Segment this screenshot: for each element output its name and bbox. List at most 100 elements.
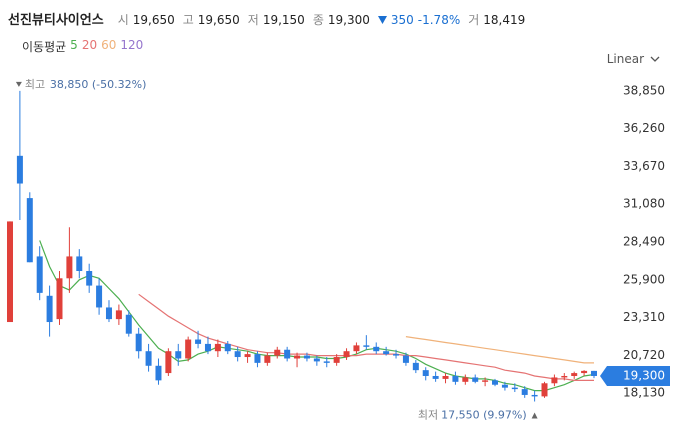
candle-body [343, 351, 350, 358]
candle-body [581, 370, 588, 374]
candle-body [482, 380, 489, 382]
volume: 18,419 [483, 13, 526, 27]
candle-body [363, 345, 370, 347]
candle-body [46, 295, 53, 323]
candle-body [204, 343, 211, 352]
candle-body [442, 375, 449, 379]
y-tick-label: 38,850 [623, 83, 665, 97]
quote-value: 19,650 [197, 13, 240, 27]
legend-entry: 5 [70, 38, 78, 52]
candle-body [472, 377, 479, 382]
low-label: 최저 [418, 409, 438, 422]
ma-title: 이동평균 [22, 40, 67, 54]
ma-line [138, 293, 594, 381]
candle-body [7, 221, 13, 323]
candle-body [551, 377, 558, 384]
candle-body [66, 256, 73, 279]
quote-value: 19,300 [327, 13, 370, 27]
y-tick-label: 31,080 [623, 197, 665, 211]
change: 350 [390, 13, 414, 27]
quote-label: 시 [117, 13, 129, 27]
candle-body [393, 354, 400, 356]
legend-entry: 120 [120, 38, 144, 52]
low-value: 17,550 (9.97%) [441, 409, 527, 422]
candle-body [383, 351, 390, 355]
candle-body [323, 361, 330, 363]
scale-dropdown[interactable]: Linear [607, 52, 660, 66]
candle-body [591, 370, 597, 376]
quote-label: 저 [247, 13, 259, 27]
candle-body [274, 349, 281, 356]
high-label: 최고 [25, 78, 45, 91]
scale-mode[interactable]: Linear [606, 52, 644, 66]
high-marker [15, 81, 22, 87]
candle-body [16, 155, 23, 184]
y-tick-label: 23,310 [623, 310, 665, 324]
candle-body [432, 375, 439, 379]
candle-body [373, 346, 380, 352]
candle-body [115, 310, 122, 320]
candle-body [26, 198, 33, 263]
y-tick-label: 36,260 [623, 121, 665, 135]
price-tag-label: 19,300 [623, 368, 665, 382]
candle-body [36, 256, 43, 293]
stock-name: 선진뷰티사이언스 [8, 13, 104, 28]
candle-body [105, 307, 112, 320]
candle-body [313, 358, 320, 362]
candle-body [56, 278, 63, 320]
price-tag [600, 365, 670, 386]
candle-body [234, 351, 241, 358]
candle-body [511, 387, 518, 390]
chevron[interactable] [650, 55, 660, 63]
quote-label: 종 [312, 13, 324, 27]
candle-body [452, 375, 459, 382]
candle-body [571, 373, 578, 376]
candle-body [254, 354, 261, 363]
y-tick-label: 25,900 [623, 272, 665, 286]
quote-label: 고 [182, 13, 194, 27]
quote-header: 선진뷰티사이언스 시 19,650 고 19,650 저 19,150 종 19,300 350… [8, 9, 525, 28]
candle-body [333, 357, 340, 363]
candle-body [531, 394, 538, 397]
candle-body [155, 365, 162, 381]
candle-body [541, 383, 548, 397]
candle-body [284, 349, 291, 359]
candle-body [224, 343, 231, 352]
legend-entry: 20 [81, 38, 98, 52]
y-tick-label: 28,490 [623, 234, 665, 248]
candle-body [492, 380, 499, 385]
candle-body [462, 377, 469, 382]
y-tick-label: 18,130 [623, 386, 665, 400]
legend-entry: 60 [101, 38, 117, 52]
volume-label: 거 [468, 13, 480, 27]
candle-body [353, 345, 360, 352]
candle-body [185, 339, 192, 359]
down-arrow [377, 16, 387, 24]
high-value: 38,850 (-50.32%) [50, 78, 146, 91]
ma-line [405, 336, 594, 364]
candle-body [135, 333, 142, 352]
candle-body [145, 351, 152, 366]
ma-line [39, 240, 595, 392]
low-marker [531, 412, 538, 419]
candle-body [175, 351, 182, 359]
candle-body [244, 354, 251, 358]
candle-body [561, 375, 568, 378]
quote-value: 19,150 [262, 13, 305, 27]
change-pct: -1.78% [417, 13, 461, 27]
candle-body [294, 355, 301, 359]
candle-body [303, 355, 310, 359]
candle-body [412, 362, 419, 371]
candle-body [402, 355, 409, 363]
candle-body [521, 389, 528, 395]
ma-legend: 이동평균 5 20 60 120 [22, 38, 143, 55]
candle-body [501, 384, 508, 388]
candle-body [214, 343, 221, 352]
candle-body [422, 370, 429, 376]
candle-body [96, 285, 103, 308]
candle-body [264, 355, 271, 363]
candle-body [195, 339, 202, 344]
y-tick-label: 33,670 [623, 159, 665, 173]
candle-body [125, 314, 132, 334]
